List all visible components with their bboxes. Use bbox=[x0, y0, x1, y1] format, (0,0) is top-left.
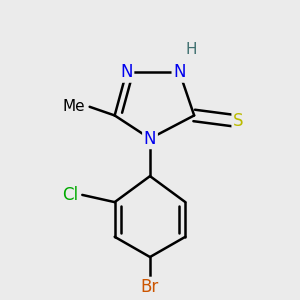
Text: N: N bbox=[144, 130, 156, 148]
Text: N: N bbox=[120, 63, 133, 81]
Text: S: S bbox=[233, 112, 244, 130]
Text: Me: Me bbox=[62, 99, 85, 114]
Text: S: S bbox=[233, 112, 244, 130]
Text: N: N bbox=[120, 63, 133, 81]
Text: N: N bbox=[173, 63, 186, 81]
Text: Br: Br bbox=[141, 278, 159, 296]
Text: Br: Br bbox=[141, 278, 159, 296]
Text: Cl: Cl bbox=[62, 186, 79, 204]
Text: Me: Me bbox=[62, 99, 85, 114]
Text: N: N bbox=[173, 63, 186, 81]
Text: N: N bbox=[144, 130, 156, 148]
Text: H: H bbox=[185, 41, 197, 56]
Text: Cl: Cl bbox=[62, 186, 79, 204]
Text: H: H bbox=[185, 41, 197, 56]
